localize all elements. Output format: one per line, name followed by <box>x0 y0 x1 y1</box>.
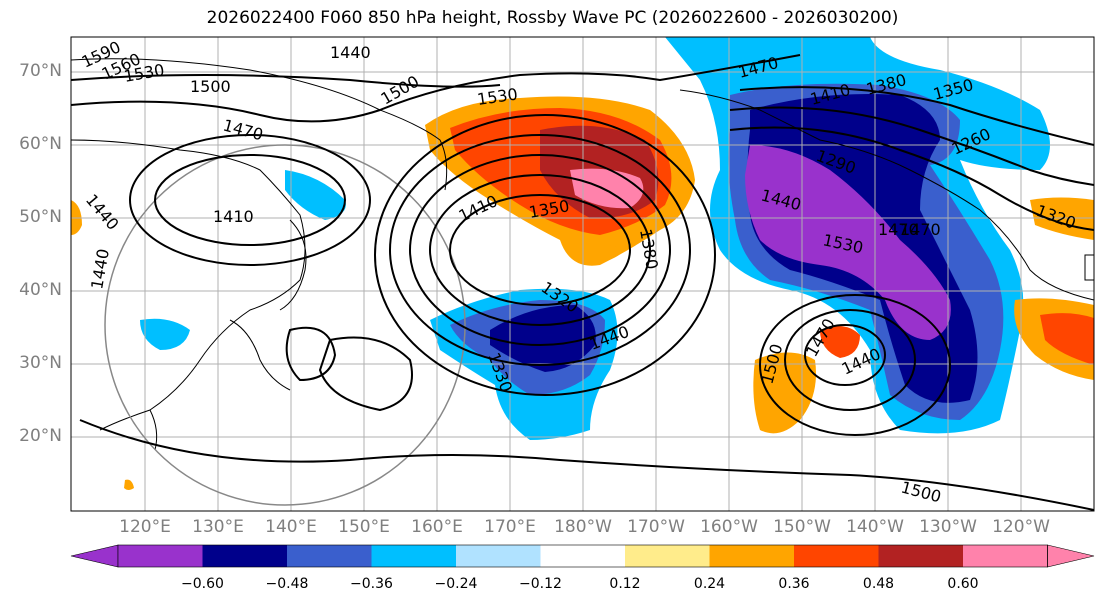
colorbar-tick-label: −0.60 <box>181 576 224 592</box>
lon-label: 160°E <box>411 517 463 537</box>
lon-label: 130°W <box>919 517 977 537</box>
map-title: 2026022400 F060 850 hPa height, Rossby W… <box>206 8 899 28</box>
contour-label: 1500 <box>190 77 231 96</box>
lat-label: 70°N <box>19 61 62 81</box>
contour-label: 1470 <box>878 220 919 239</box>
lat-label: 20°N <box>19 426 62 446</box>
colorbar-segment <box>456 545 541 567</box>
lat-label: 50°N <box>19 207 62 227</box>
contour-label: 1410 <box>213 207 254 226</box>
graticule <box>71 37 1094 511</box>
map-frame <box>70 36 1095 512</box>
colorbar-segment <box>963 545 1048 567</box>
lon-label: 180°W <box>554 517 612 537</box>
contour-label: 1440 <box>330 43 371 62</box>
height-contours <box>71 54 1094 511</box>
colorbar-tick-label: 0.24 <box>693 576 726 592</box>
colorbar-segment <box>878 545 963 567</box>
lat-label: 40°N <box>19 280 62 300</box>
contour-label: 1470 <box>900 220 941 239</box>
colorbar-segment <box>287 545 372 567</box>
projection-circle <box>104 144 466 506</box>
lon-label: 170°W <box>627 517 685 537</box>
colorbar-segment <box>794 545 879 567</box>
colorbar-tick-label: 0.36 <box>778 576 810 592</box>
lat-label: 60°N <box>19 134 62 154</box>
lat-label: 30°N <box>19 353 62 373</box>
lon-label: 120°W <box>992 517 1050 537</box>
colorbar-segment <box>202 545 287 567</box>
colorbar-tick-label: −0.36 <box>350 576 393 592</box>
colorbar-arrow-right <box>1047 544 1095 568</box>
colorbar-segment <box>625 545 710 567</box>
lon-label: 150°W <box>773 517 831 537</box>
lon-label: 140°E <box>265 517 317 537</box>
colorbar-segment <box>709 545 794 567</box>
colorbar <box>70 544 1095 568</box>
lon-label: 150°E <box>338 517 390 537</box>
lon-label: 160°W <box>700 517 758 537</box>
colorbar-tick-label: −0.48 <box>265 576 309 592</box>
colorbar-segment <box>540 545 625 567</box>
colorbar-tick-label: 0.48 <box>862 576 895 592</box>
colorbar-arrow-left <box>70 544 119 568</box>
coastlines <box>71 58 1094 451</box>
map-panel: 1590 1560 1530 1500 1440 1470 1500 1530 … <box>71 37 1094 511</box>
colorbar-tick-label: −0.24 <box>434 576 478 592</box>
lon-label: 170°E <box>484 517 536 537</box>
lon-label: 120°E <box>119 517 171 537</box>
lon-label: 140°W <box>846 517 904 537</box>
colorbar-segment <box>118 545 203 567</box>
colorbar-tick-label: −0.12 <box>519 576 562 592</box>
lon-label: 130°E <box>192 517 244 537</box>
colorbar-tick-label: 0.60 <box>947 576 979 592</box>
colorbar-segment <box>371 545 456 567</box>
colorbar-tick-label: 0.12 <box>609 576 641 592</box>
